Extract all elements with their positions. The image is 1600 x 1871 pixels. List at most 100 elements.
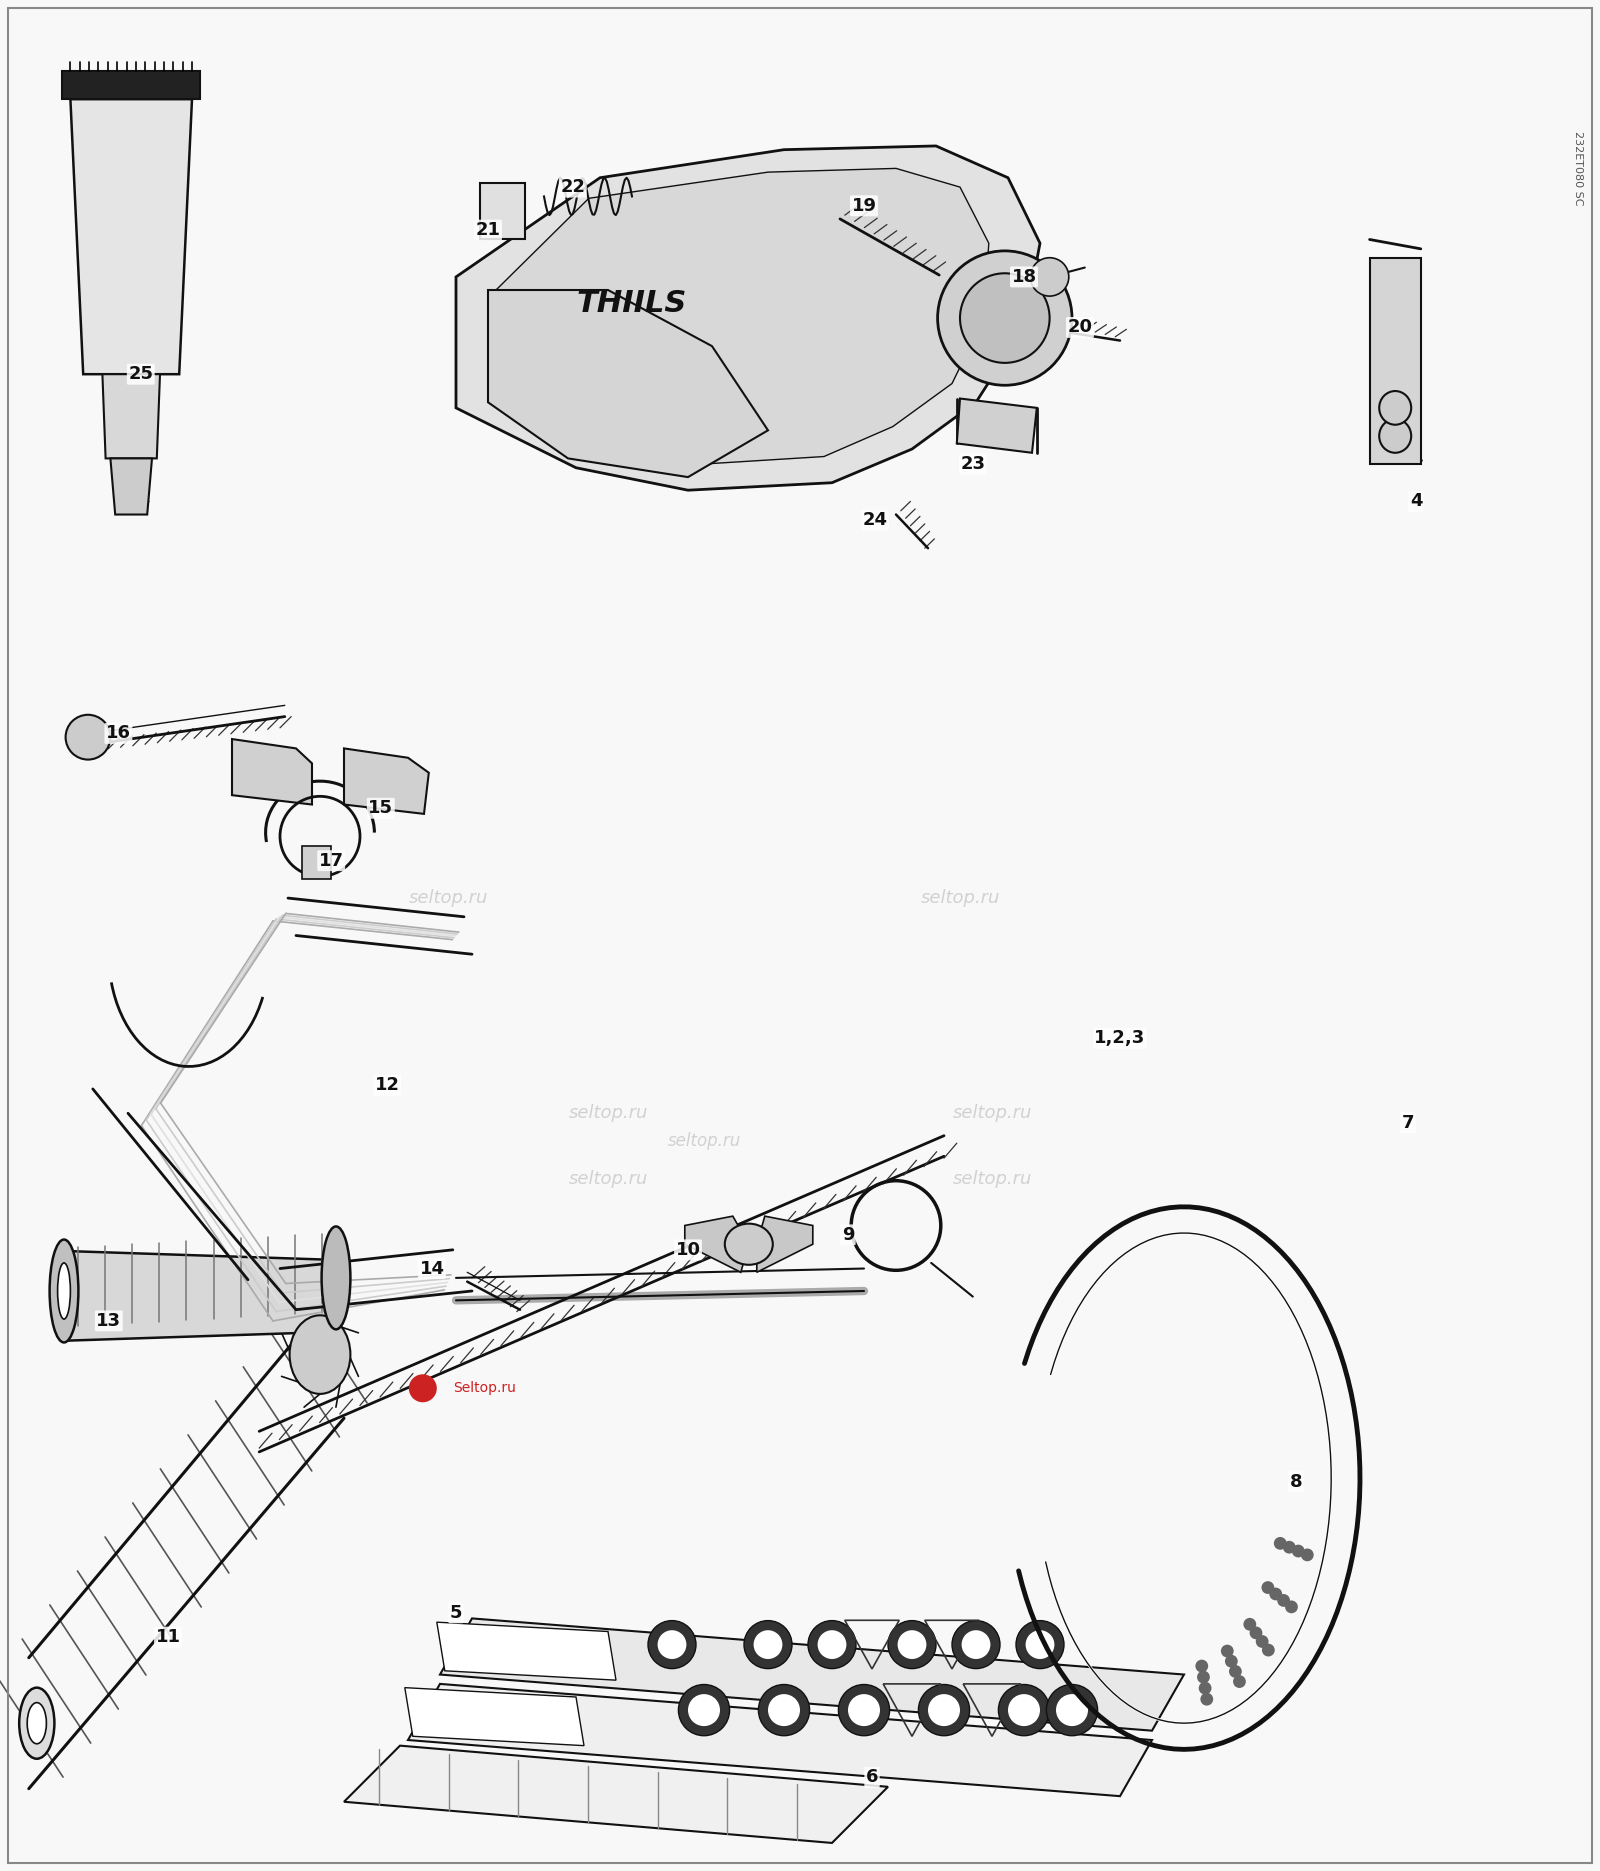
- Text: 21: 21: [475, 221, 501, 239]
- Circle shape: [648, 1620, 696, 1669]
- Text: 25: 25: [128, 365, 154, 384]
- Polygon shape: [344, 1746, 888, 1843]
- Circle shape: [658, 1630, 686, 1660]
- Text: 13: 13: [96, 1312, 122, 1330]
- Text: 24: 24: [862, 511, 888, 529]
- Circle shape: [768, 1693, 800, 1727]
- Polygon shape: [405, 1688, 584, 1746]
- Circle shape: [758, 1684, 810, 1736]
- Circle shape: [1283, 1542, 1296, 1553]
- Ellipse shape: [58, 1263, 70, 1319]
- Text: 16: 16: [106, 724, 131, 743]
- Ellipse shape: [725, 1224, 773, 1265]
- Circle shape: [1016, 1620, 1064, 1669]
- Text: seltop.ru: seltop.ru: [408, 889, 488, 907]
- Ellipse shape: [50, 1239, 78, 1343]
- Circle shape: [918, 1684, 970, 1736]
- Text: seltop.ru: seltop.ru: [568, 1104, 648, 1123]
- Circle shape: [1195, 1660, 1208, 1673]
- Polygon shape: [408, 1684, 1152, 1796]
- Ellipse shape: [1379, 391, 1411, 425]
- Circle shape: [1256, 1635, 1269, 1648]
- Circle shape: [744, 1620, 792, 1669]
- Circle shape: [1221, 1645, 1234, 1658]
- Circle shape: [928, 1693, 960, 1727]
- Circle shape: [1234, 1675, 1246, 1688]
- Polygon shape: [437, 1622, 616, 1680]
- Text: 1,2,3: 1,2,3: [1094, 1029, 1146, 1048]
- Circle shape: [1291, 1545, 1304, 1557]
- Polygon shape: [440, 1618, 1184, 1731]
- Circle shape: [938, 251, 1072, 385]
- Ellipse shape: [290, 1315, 350, 1394]
- Text: 17: 17: [318, 851, 344, 870]
- Circle shape: [960, 273, 1050, 363]
- Circle shape: [1285, 1600, 1298, 1613]
- Circle shape: [410, 1375, 437, 1401]
- Polygon shape: [70, 99, 192, 374]
- Text: Seltop.ru: Seltop.ru: [453, 1381, 515, 1396]
- Circle shape: [1056, 1693, 1088, 1727]
- Circle shape: [1262, 1645, 1275, 1656]
- Ellipse shape: [322, 1227, 350, 1328]
- Circle shape: [962, 1630, 990, 1660]
- Polygon shape: [685, 1216, 749, 1272]
- Text: 6: 6: [866, 1768, 878, 1787]
- Circle shape: [1277, 1594, 1290, 1607]
- Circle shape: [838, 1684, 890, 1736]
- Circle shape: [808, 1620, 856, 1669]
- Polygon shape: [957, 399, 1037, 453]
- Circle shape: [818, 1630, 846, 1660]
- Text: 19: 19: [851, 196, 877, 215]
- Circle shape: [66, 715, 110, 760]
- Text: 22: 22: [560, 178, 586, 196]
- Polygon shape: [480, 183, 525, 239]
- Polygon shape: [757, 1216, 813, 1272]
- Circle shape: [754, 1630, 782, 1660]
- Circle shape: [1226, 1654, 1238, 1667]
- Text: 9: 9: [842, 1226, 854, 1244]
- Bar: [1370, 258, 1421, 464]
- Bar: [302, 846, 331, 879]
- Text: seltop.ru: seltop.ru: [952, 1169, 1032, 1188]
- Polygon shape: [62, 71, 200, 99]
- Circle shape: [848, 1693, 880, 1727]
- Text: 18: 18: [1011, 268, 1037, 286]
- Text: seltop.ru: seltop.ru: [952, 1104, 1032, 1123]
- Text: 12: 12: [374, 1076, 400, 1095]
- Circle shape: [888, 1620, 936, 1669]
- Text: 10: 10: [675, 1240, 701, 1259]
- Polygon shape: [488, 290, 768, 477]
- Circle shape: [1301, 1549, 1314, 1560]
- Polygon shape: [496, 168, 989, 464]
- Polygon shape: [232, 739, 312, 805]
- Text: THIILS: THIILS: [578, 288, 686, 318]
- Circle shape: [898, 1630, 926, 1660]
- Circle shape: [1046, 1684, 1098, 1736]
- Text: 7: 7: [1402, 1113, 1414, 1132]
- Polygon shape: [102, 374, 160, 458]
- Text: 23: 23: [960, 455, 986, 473]
- Circle shape: [1030, 258, 1069, 296]
- Circle shape: [952, 1620, 1000, 1669]
- Polygon shape: [110, 458, 152, 515]
- Text: 8: 8: [1290, 1472, 1302, 1491]
- Ellipse shape: [27, 1703, 46, 1744]
- Circle shape: [1250, 1626, 1262, 1639]
- Text: 5: 5: [450, 1603, 462, 1622]
- Text: seltop.ru: seltop.ru: [920, 889, 1000, 907]
- Circle shape: [1200, 1693, 1213, 1706]
- Polygon shape: [456, 146, 1040, 490]
- Text: 4: 4: [1410, 492, 1422, 511]
- Circle shape: [1261, 1581, 1274, 1594]
- Text: 14: 14: [419, 1259, 445, 1278]
- Circle shape: [1229, 1665, 1242, 1678]
- Circle shape: [1197, 1671, 1210, 1684]
- Circle shape: [1243, 1618, 1256, 1632]
- Circle shape: [1198, 1682, 1211, 1695]
- Circle shape: [1026, 1630, 1054, 1660]
- Text: 11: 11: [155, 1628, 181, 1646]
- Circle shape: [678, 1684, 730, 1736]
- Text: 20: 20: [1067, 318, 1093, 337]
- Text: 15: 15: [368, 799, 394, 818]
